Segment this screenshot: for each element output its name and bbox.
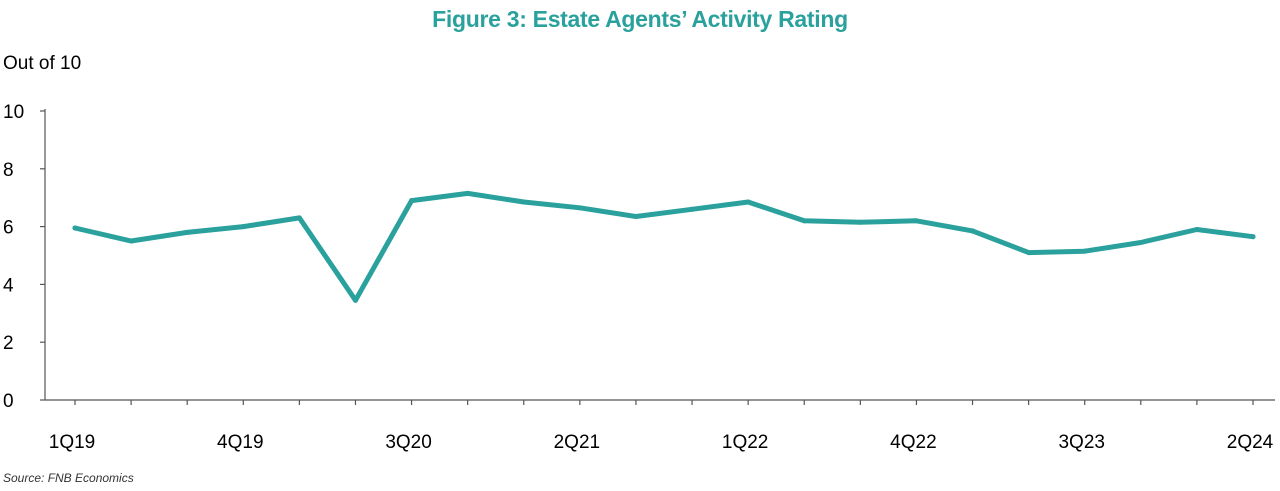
- data-point: [745, 199, 751, 205]
- x-tick-label: 1Q22: [722, 432, 768, 453]
- data-point: [240, 224, 246, 230]
- series-line: [72, 190, 1256, 303]
- data-point: [801, 218, 807, 224]
- y-tick-label: 0: [3, 391, 14, 412]
- data-point: [970, 228, 976, 234]
- data-point: [633, 213, 639, 219]
- data-point: [352, 297, 358, 303]
- y-tick-label: 8: [3, 160, 14, 181]
- data-point: [857, 219, 863, 225]
- data-point: [409, 198, 415, 204]
- x-tick-label: 1Q19: [49, 432, 95, 453]
- y-tick-label: 2: [3, 333, 14, 354]
- data-point: [184, 229, 190, 235]
- data-point: [465, 190, 471, 196]
- data-point: [1026, 250, 1032, 256]
- data-point: [521, 199, 527, 205]
- chart-title: Figure 3: Estate Agents’ Activity Rating: [432, 6, 848, 32]
- x-tick-label: 3Q20: [385, 432, 431, 453]
- y-axis-unit-label: Out of 10: [3, 53, 82, 74]
- y-tick-label: 4: [3, 275, 14, 296]
- data-point: [1194, 226, 1200, 232]
- data-point: [1082, 248, 1088, 254]
- x-axis: 1Q19 4Q19 3Q20 2Q21 1Q22 4Q22 3Q23 2Q24: [45, 399, 1275, 453]
- x-tick-label: 4Q22: [890, 432, 936, 453]
- data-point: [689, 206, 695, 212]
- data-point: [296, 215, 302, 221]
- x-tick-label: 2Q24: [1227, 432, 1274, 453]
- data-point: [1138, 239, 1144, 245]
- data-point: [913, 218, 919, 224]
- data-point: [577, 205, 583, 211]
- x-tick-label: 2Q21: [554, 432, 600, 453]
- source-note: Source: FNB Economics: [3, 471, 134, 485]
- series-group: [72, 190, 1256, 303]
- data-point: [1250, 234, 1256, 240]
- data-point: [128, 238, 134, 244]
- y-tick-label: 10: [3, 102, 24, 123]
- data-point: [72, 225, 78, 231]
- y-tick-label: 6: [3, 218, 14, 239]
- y-axis: 0 2 4 6 8 10: [3, 102, 46, 412]
- x-tick-label: 3Q23: [1058, 432, 1104, 453]
- x-tick-label: 4Q19: [217, 432, 263, 453]
